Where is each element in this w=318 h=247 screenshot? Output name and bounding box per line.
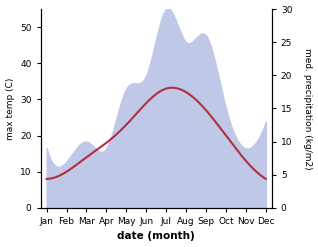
X-axis label: date (month): date (month) <box>117 231 195 242</box>
Y-axis label: med. precipitation (kg/m2): med. precipitation (kg/m2) <box>303 48 313 169</box>
Y-axis label: max temp (C): max temp (C) <box>5 77 15 140</box>
